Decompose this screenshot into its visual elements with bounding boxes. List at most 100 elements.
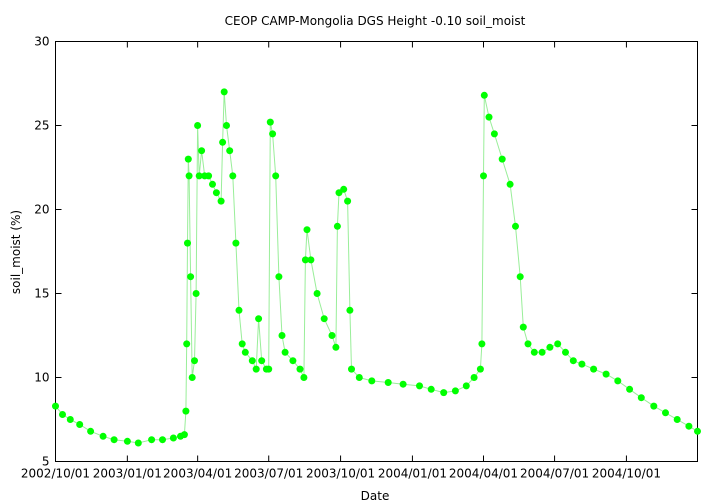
- data-point: [226, 147, 234, 155]
- data-point: [184, 155, 192, 163]
- data-point: [269, 130, 277, 138]
- data-point: [685, 422, 693, 430]
- data-point: [289, 357, 297, 365]
- x-tick-label: 2004/10/01: [592, 467, 661, 481]
- data-point: [99, 432, 107, 440]
- y-tick-label: 25: [34, 119, 49, 133]
- data-point: [52, 402, 59, 410]
- data-point: [506, 180, 514, 188]
- data-point: [229, 172, 237, 180]
- data-point: [384, 379, 392, 386]
- data-point: [440, 389, 448, 397]
- plot-frame: [55, 41, 698, 462]
- data-point: [303, 226, 311, 234]
- chart-title: CEOP CAMP-Mongolia DGS Height -0.10 soil…: [225, 14, 526, 28]
- data-point: [59, 411, 66, 418]
- data-point: [313, 290, 321, 297]
- data-point: [399, 380, 407, 388]
- data-point: [301, 256, 309, 264]
- data-point: [512, 222, 519, 230]
- y-tick-label: 10: [34, 371, 49, 385]
- data-point: [194, 122, 202, 129]
- data-point: [217, 197, 225, 205]
- data-point: [662, 409, 669, 417]
- data-point: [110, 436, 118, 444]
- data-point: [187, 273, 195, 281]
- series-line: [55, 91, 698, 444]
- data-point: [368, 377, 376, 385]
- data-point: [252, 365, 260, 373]
- data-point: [272, 172, 280, 180]
- data-point: [538, 348, 546, 356]
- data-point: [569, 357, 577, 365]
- data-point: [637, 394, 645, 402]
- data-point: [300, 374, 308, 381]
- data-point: [255, 315, 263, 323]
- data-point: [416, 382, 423, 390]
- data-point: [182, 407, 190, 415]
- data-point: [476, 365, 484, 373]
- x-tick-label: 2003/07/01: [234, 467, 303, 481]
- data-point: [524, 340, 532, 348]
- data-point: [191, 357, 198, 365]
- data-point: [519, 323, 527, 331]
- data-point: [626, 385, 634, 393]
- data-point: [516, 273, 524, 281]
- data-point: [346, 306, 354, 314]
- x-tick-label: 2002/10/01: [21, 467, 90, 481]
- data-point: [590, 365, 598, 373]
- data-point: [478, 340, 486, 348]
- data-point: [498, 155, 506, 163]
- data-point: [307, 256, 315, 264]
- data-point: [427, 385, 435, 393]
- data-point: [159, 436, 166, 444]
- data-point: [134, 439, 142, 447]
- data-point: [490, 130, 498, 138]
- data-point: [265, 365, 273, 373]
- data-point: [530, 348, 538, 356]
- data-point: [87, 427, 95, 435]
- y-tick-label: 15: [34, 287, 49, 301]
- data-point: [546, 343, 554, 351]
- data-point: [562, 348, 569, 356]
- x-tick-label: 2003/10/01: [306, 467, 375, 481]
- data-point: [296, 365, 304, 373]
- data-point: [205, 172, 213, 180]
- x-tick-label: 2003/04/01: [163, 467, 232, 481]
- data-point: [348, 365, 355, 373]
- data-point: [614, 377, 622, 385]
- data-point: [66, 416, 74, 423]
- data-point: [650, 402, 658, 410]
- y-tick-label: 30: [34, 35, 49, 49]
- data-point: [148, 436, 156, 444]
- series-layer: [52, 88, 701, 447]
- data-point: [281, 348, 289, 356]
- y-tick-label: 5: [42, 455, 50, 469]
- x-tick-label: 2004/07/01: [520, 467, 589, 481]
- data-point: [232, 239, 240, 247]
- data-point: [266, 118, 274, 126]
- data-point: [480, 91, 488, 99]
- y-tick-label: 20: [34, 203, 49, 217]
- data-point: [220, 88, 228, 96]
- data-point: [578, 360, 586, 368]
- data-point: [694, 427, 701, 435]
- data-point: [340, 185, 348, 193]
- data-point: [185, 172, 193, 180]
- data-point: [480, 172, 487, 180]
- data-point: [169, 434, 177, 442]
- data-point: [333, 222, 341, 230]
- data-point: [462, 382, 470, 390]
- axis-ticks: 5 10 15 20 25 30 2002/10/01 2003/01/01 2003/04/0…: [21, 35, 698, 481]
- data-point: [278, 332, 286, 339]
- data-point: [123, 437, 131, 445]
- x-tick-label: 2004/04/01: [449, 467, 518, 481]
- data-point: [180, 431, 188, 439]
- data-point: [332, 343, 340, 351]
- y-axis-label: soil_moist (%): [9, 210, 23, 294]
- data-point: [198, 147, 206, 155]
- data-point: [184, 239, 191, 247]
- data-point: [673, 416, 681, 423]
- data-point: [183, 340, 191, 348]
